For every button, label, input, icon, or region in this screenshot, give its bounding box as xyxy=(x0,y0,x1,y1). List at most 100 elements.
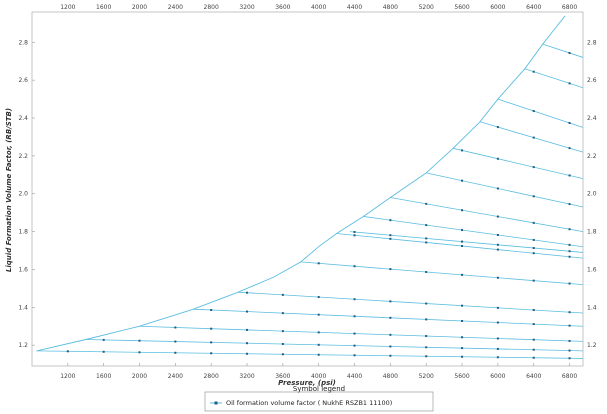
series-line-6 xyxy=(336,233,584,259)
y-tick-label-right: 1.4 xyxy=(587,304,597,311)
x-tick-label-top: 6000 xyxy=(490,4,505,11)
y-tick-label-right: 1.6 xyxy=(587,266,597,273)
series-line-8 xyxy=(363,216,584,248)
series-line-2 xyxy=(139,325,584,342)
series-4-marker xyxy=(246,291,249,294)
y-tick-label-left: 1.6 xyxy=(18,266,28,273)
series-9-marker xyxy=(425,202,428,205)
series-11-marker xyxy=(568,174,571,177)
series-0-marker xyxy=(210,352,213,355)
series-line-11 xyxy=(452,147,584,179)
series-9-marker xyxy=(532,221,535,224)
series-10-marker xyxy=(496,187,499,190)
series-8-marker xyxy=(425,224,428,227)
x-tick-label-bottom: 6400 xyxy=(526,373,541,380)
series-0-marker xyxy=(568,357,571,360)
series-0-marker xyxy=(389,354,392,357)
series-2-marker xyxy=(496,337,499,340)
series-10-marker xyxy=(461,179,464,182)
series-4-marker xyxy=(389,300,392,303)
series-1-marker xyxy=(210,341,213,344)
series-2-marker xyxy=(281,330,284,333)
x-tick-label-top: 2400 xyxy=(168,4,183,11)
series-2-marker xyxy=(174,326,177,329)
series-6-marker xyxy=(425,241,428,244)
x-tick-label-top: 5200 xyxy=(419,4,434,11)
series-15-marker xyxy=(568,52,571,55)
series-1-marker xyxy=(568,349,571,352)
series-1-marker xyxy=(138,339,141,342)
series-2-marker xyxy=(425,335,428,338)
series-0-marker xyxy=(353,354,356,357)
y-tick-label-right: 1.2 xyxy=(587,342,597,349)
series-line-5 xyxy=(300,261,584,285)
x-tick-label-top: 1200 xyxy=(60,4,75,11)
legend: Symbol legend Oil formation volume facto… xyxy=(204,385,434,412)
y-tick-label-right: 2.6 xyxy=(587,77,597,84)
series-10-marker xyxy=(532,195,535,198)
legend-box xyxy=(204,391,434,412)
series-4-marker xyxy=(425,302,428,305)
x-tick-label-top: 4000 xyxy=(311,4,326,11)
series-0-marker xyxy=(317,353,320,356)
series-1-marker xyxy=(496,347,499,350)
series-2-marker xyxy=(568,339,571,342)
x-tick-label-bottom: 2400 xyxy=(168,373,183,380)
y-tick-label-right: 1.8 xyxy=(587,229,597,236)
x-tick-label-top: 1600 xyxy=(96,4,111,11)
series-0-marker xyxy=(425,355,428,358)
y-tick-label-left: 2.8 xyxy=(18,39,28,46)
series-5-marker xyxy=(317,262,320,265)
series-4-marker xyxy=(568,311,571,314)
x-tick-label-bottom: 6000 xyxy=(490,373,505,380)
series-0-marker xyxy=(281,353,284,356)
series-3-marker xyxy=(425,318,428,321)
series-14-marker xyxy=(532,70,535,73)
series-6-marker xyxy=(353,234,356,237)
series-1-marker xyxy=(246,342,249,345)
x-tick-label-top: 5600 xyxy=(454,4,469,11)
series-3-marker xyxy=(389,316,392,319)
series-0-marker xyxy=(532,356,535,359)
series-3-marker xyxy=(461,319,464,322)
series-12-marker xyxy=(496,126,499,129)
y-tick-label-right: 2.8 xyxy=(587,39,597,46)
series-8-marker xyxy=(389,219,392,222)
x-tick-label-bottom: 5600 xyxy=(454,373,469,380)
x-tick-label-bottom: 3200 xyxy=(239,373,254,380)
series-4-marker xyxy=(317,296,320,299)
series-4-marker xyxy=(532,309,535,312)
series-2-marker xyxy=(210,327,213,330)
x-tick-label-bottom: 1600 xyxy=(96,373,111,380)
legend-swatch-marker xyxy=(214,401,218,405)
legend-entry-label: Oil formation volume factor ( NukhE RSZB… xyxy=(226,399,392,407)
x-tick-label-top: 6800 xyxy=(562,4,577,11)
x-tick-label-top: 4400 xyxy=(347,4,362,11)
series-0-marker xyxy=(461,355,464,358)
series-7-marker xyxy=(425,237,428,240)
series-4-marker xyxy=(496,306,499,309)
x-axis-title: Pressure, (psi) xyxy=(278,379,336,387)
series-12-marker xyxy=(532,136,535,139)
series-7-marker xyxy=(532,247,535,250)
x-tick-label-bottom: 3600 xyxy=(275,373,290,380)
plot-area xyxy=(31,11,584,367)
x-tick-label-top: 3600 xyxy=(275,4,290,11)
series-11-marker xyxy=(532,166,535,169)
series-1-marker xyxy=(461,347,464,350)
legend-title: Symbol legend xyxy=(293,385,345,393)
series-3-marker xyxy=(568,324,571,327)
series-0-marker xyxy=(496,356,499,359)
series-line-9 xyxy=(390,197,584,232)
series-4-marker xyxy=(353,298,356,301)
y-tick-label-right: 2.0 xyxy=(587,191,597,198)
series-line-10 xyxy=(426,172,584,208)
series-1-marker xyxy=(389,345,392,348)
series-2-marker xyxy=(461,336,464,339)
series-11-marker xyxy=(461,149,464,152)
series-3-marker xyxy=(353,315,356,318)
y-tick-label-left: 2.6 xyxy=(18,77,28,84)
x-tick-label-top: 2800 xyxy=(204,4,219,11)
series-5-marker xyxy=(532,279,535,282)
